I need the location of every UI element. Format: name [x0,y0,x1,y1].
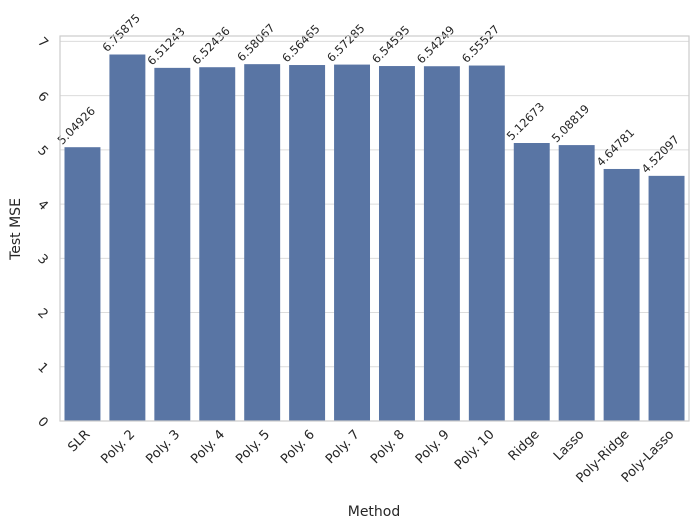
x-tick-label: Poly. 2 [98,427,138,467]
value-label: 6.52436 [189,24,233,68]
x-tick-label: Poly. 8 [368,427,408,467]
y-tick-label: 6 [34,89,50,105]
value-label: 6.51243 [144,24,188,68]
x-tick-label: Poly. 10 [452,427,498,473]
value-label: 6.56465 [279,22,323,66]
y-tick-label: 5 [34,143,50,159]
value-label: 5.04926 [54,104,98,148]
plot-frame [59,35,690,422]
x-tick-label: Poly. 6 [278,427,318,467]
bar [468,65,505,421]
y-tick-label: 7 [34,35,50,51]
x-axis-label: Method [348,504,401,520]
bar [513,143,550,421]
y-tick-label: 3 [34,252,50,268]
value-label: 6.54595 [369,23,413,67]
value-label: 6.57285 [324,21,368,65]
value-label: 6.75875 [99,11,143,55]
y-axis-label: Test MSE [8,198,24,261]
x-tick-label: Ridge [506,427,543,464]
y-tick-label: 1 [34,360,50,376]
x-tick-label: Poly. 3 [143,427,183,467]
value-label: 6.55527 [459,22,503,66]
bar [334,64,371,421]
bar [154,67,191,421]
x-tick-label: SLR [65,427,93,455]
bar [648,175,685,421]
bar [244,64,281,421]
value-label: 6.54249 [414,23,458,67]
value-label: 5.12673 [504,100,548,144]
value-label: 6.58067 [234,21,278,65]
x-tick-label: Poly. 4 [188,427,228,467]
bar [199,67,236,421]
bar [603,168,640,421]
x-tick-label: Poly. 9 [413,427,453,467]
bar [289,65,326,421]
bar [558,145,595,421]
value-label: 4.52097 [639,132,683,176]
bar [109,54,146,422]
value-label: 4.64781 [594,126,638,170]
y-tick-label: 0 [34,414,50,430]
y-tick-label: 2 [34,306,50,322]
x-tick-label: Poly. 7 [323,427,363,467]
x-tick-label: Lasso [551,427,588,464]
bar [64,147,101,422]
y-tick-label: 4 [34,197,50,213]
bar [423,66,460,422]
bar [378,66,415,422]
x-tick-label: Poly. 5 [233,427,273,467]
value-label: 5.08819 [549,102,593,146]
